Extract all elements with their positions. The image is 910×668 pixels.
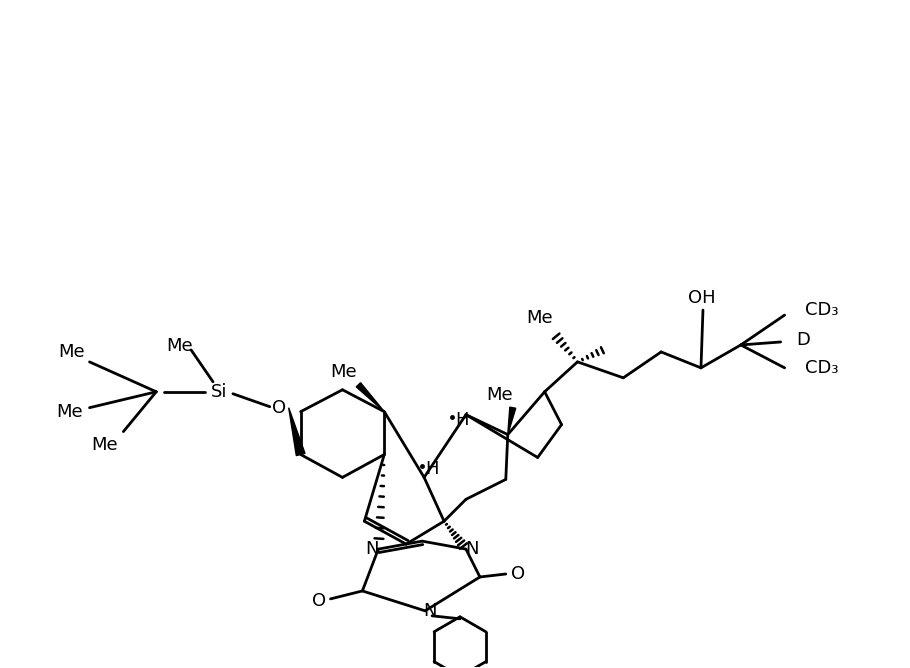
Text: Me: Me bbox=[56, 403, 83, 421]
Polygon shape bbox=[288, 407, 305, 456]
Polygon shape bbox=[508, 407, 516, 435]
Text: Me: Me bbox=[166, 337, 192, 355]
Text: N: N bbox=[423, 602, 437, 620]
Text: N: N bbox=[465, 540, 479, 558]
Text: D: D bbox=[796, 331, 811, 349]
Text: CD₃: CD₃ bbox=[804, 359, 838, 377]
Text: Me: Me bbox=[526, 309, 553, 327]
Text: H: H bbox=[455, 411, 469, 429]
Text: Me: Me bbox=[487, 385, 513, 403]
Text: CD₃: CD₃ bbox=[804, 301, 838, 319]
Text: Me: Me bbox=[58, 343, 85, 361]
Text: O: O bbox=[311, 592, 326, 610]
Text: Si: Si bbox=[211, 383, 228, 401]
Text: N: N bbox=[366, 540, 379, 558]
Text: OH: OH bbox=[688, 289, 716, 307]
Text: H: H bbox=[425, 460, 439, 478]
Text: Me: Me bbox=[330, 363, 357, 381]
Polygon shape bbox=[356, 383, 384, 411]
Text: O: O bbox=[511, 565, 525, 583]
Text: O: O bbox=[272, 399, 286, 417]
Text: Me: Me bbox=[91, 436, 117, 454]
